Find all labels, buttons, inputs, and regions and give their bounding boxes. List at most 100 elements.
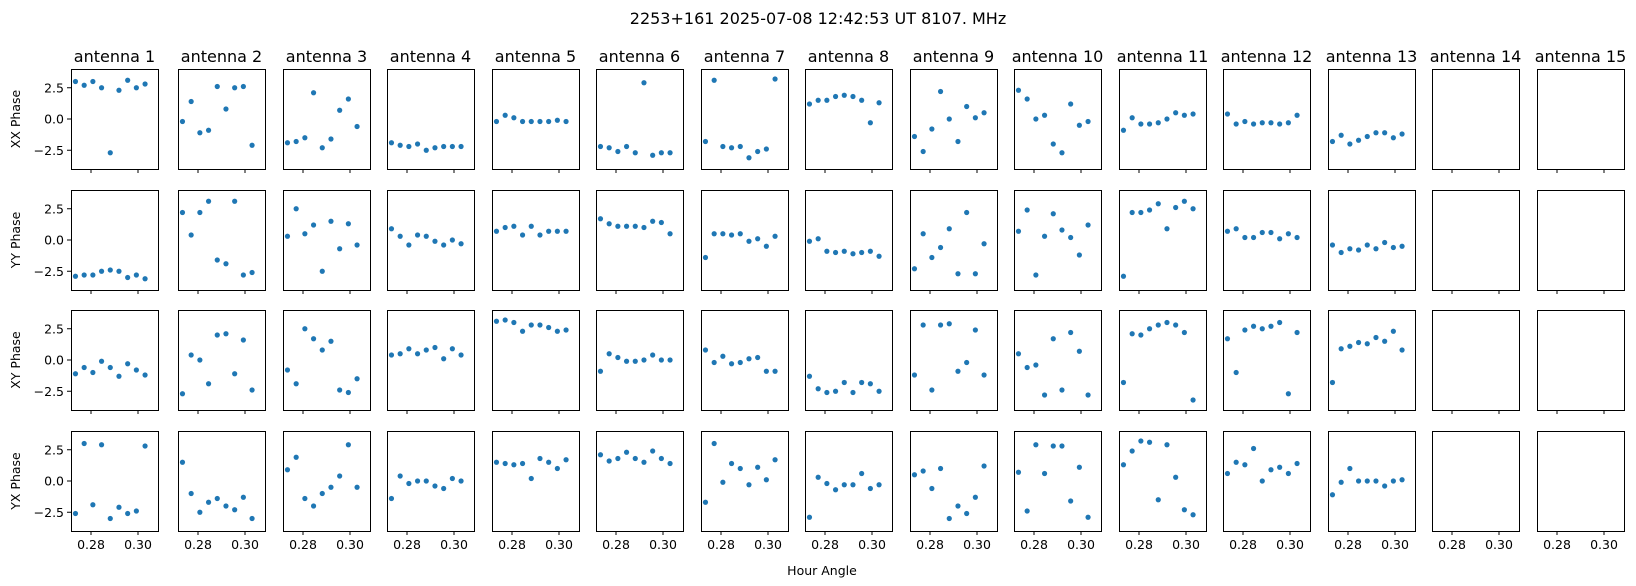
data-point <box>1347 343 1353 349</box>
data-point <box>354 376 360 382</box>
x-tick-label: 0.30 <box>963 537 991 552</box>
data-point <box>511 319 517 326</box>
subplot-panel <box>387 190 475 294</box>
subplot-panel <box>701 310 789 414</box>
data-point <box>214 332 220 338</box>
data-point <box>1024 508 1030 514</box>
data-point <box>1138 438 1144 444</box>
data-point <box>1294 329 1300 336</box>
data-point <box>1390 328 1396 334</box>
x-tick-label: 0.30 <box>1172 537 1200 552</box>
data-point <box>563 118 569 125</box>
x-tick-label: 0.28 <box>1020 537 1048 552</box>
x-tick-label: 0.28 <box>707 537 735 552</box>
data-point <box>310 336 317 342</box>
data-point <box>1024 96 1030 102</box>
data-point <box>345 96 351 102</box>
panel-frame <box>701 310 789 411</box>
x-tick-label: 0.30 <box>124 537 152 552</box>
data-point <box>815 97 821 103</box>
column-title: antenna 14 <box>1430 47 1522 66</box>
data-point <box>711 359 717 366</box>
x-tick-label: 0.30 <box>1485 537 1513 552</box>
data-point <box>1250 445 1257 452</box>
data-point <box>806 238 813 244</box>
panel-frame <box>1432 69 1520 170</box>
data-point <box>1033 442 1039 448</box>
data-point <box>284 467 291 473</box>
data-point <box>929 485 935 492</box>
x-tick-label: 0.30 <box>1590 537 1618 552</box>
panel-frame <box>387 310 475 411</box>
data-point <box>223 503 229 509</box>
data-point <box>623 449 630 455</box>
subplot-panel <box>178 310 266 414</box>
data-point <box>328 484 334 490</box>
data-point <box>537 322 543 328</box>
data-point <box>658 219 664 226</box>
data-point <box>310 90 317 96</box>
column-title: antenna 7 <box>704 47 785 66</box>
data-point <box>1242 462 1248 468</box>
x-axis-label: Hour Angle <box>787 563 857 578</box>
data-point <box>90 502 96 508</box>
data-point <box>1224 111 1231 117</box>
data-point <box>937 322 944 328</box>
data-point <box>458 352 464 358</box>
data-point <box>867 248 873 254</box>
column-title: antenna 6 <box>599 47 680 66</box>
data-point <box>197 130 203 136</box>
subplot-panel: 2.5 0.0 −2.5 <box>34 69 159 173</box>
subplot-panel: 0.28 0.30 <box>1014 431 1102 552</box>
data-point <box>116 504 122 510</box>
data-point <box>1355 137 1362 143</box>
subplot-panel: 0.28 0.30 <box>1537 431 1625 552</box>
y-tick-label: 2.5 <box>44 442 64 457</box>
data-point <box>414 478 421 484</box>
subplot-panel: 2.5 0.0 −2.5 <box>34 310 159 414</box>
data-point <box>354 242 360 248</box>
subplot-panel <box>1223 310 1311 414</box>
subplot-panel <box>1119 310 1207 414</box>
subplot-panel: 0.28 0.30 <box>805 431 893 552</box>
data-point <box>1329 138 1336 145</box>
subplot-panel: 0.28 0.30 <box>283 431 371 552</box>
column-title: antenna 4 <box>390 47 471 66</box>
panel-frame <box>1223 69 1311 170</box>
data-point <box>859 379 865 386</box>
panel-frame <box>1328 190 1416 291</box>
data-point <box>597 216 604 222</box>
panel-frame <box>1537 190 1625 291</box>
x-tick-label: 0.28 <box>1125 537 1153 552</box>
data-point <box>859 470 865 477</box>
data-point <box>1390 244 1396 251</box>
panel-frame <box>701 69 789 170</box>
x-tick-label: 0.28 <box>393 537 421 552</box>
data-point <box>955 503 961 509</box>
data-point <box>1347 141 1353 147</box>
panel-frame <box>910 69 998 170</box>
data-point <box>1224 228 1231 234</box>
panel-frame <box>596 431 684 532</box>
data-point <box>763 146 769 152</box>
data-point <box>972 115 978 121</box>
data-point <box>397 142 403 148</box>
data-point <box>841 248 847 254</box>
data-point <box>702 347 709 353</box>
data-point <box>214 257 220 263</box>
data-point <box>964 359 970 366</box>
data-point <box>937 465 944 472</box>
data-point <box>249 515 255 522</box>
data-point <box>964 103 970 110</box>
data-point <box>746 356 752 362</box>
data-point <box>955 138 961 145</box>
data-point <box>240 337 246 343</box>
data-point <box>337 107 343 113</box>
data-point <box>972 327 978 333</box>
data-point <box>720 479 726 485</box>
data-point <box>824 480 830 487</box>
data-point <box>81 364 87 371</box>
data-point <box>1068 329 1074 336</box>
panel-frame <box>1014 431 1102 532</box>
data-point <box>302 326 308 332</box>
